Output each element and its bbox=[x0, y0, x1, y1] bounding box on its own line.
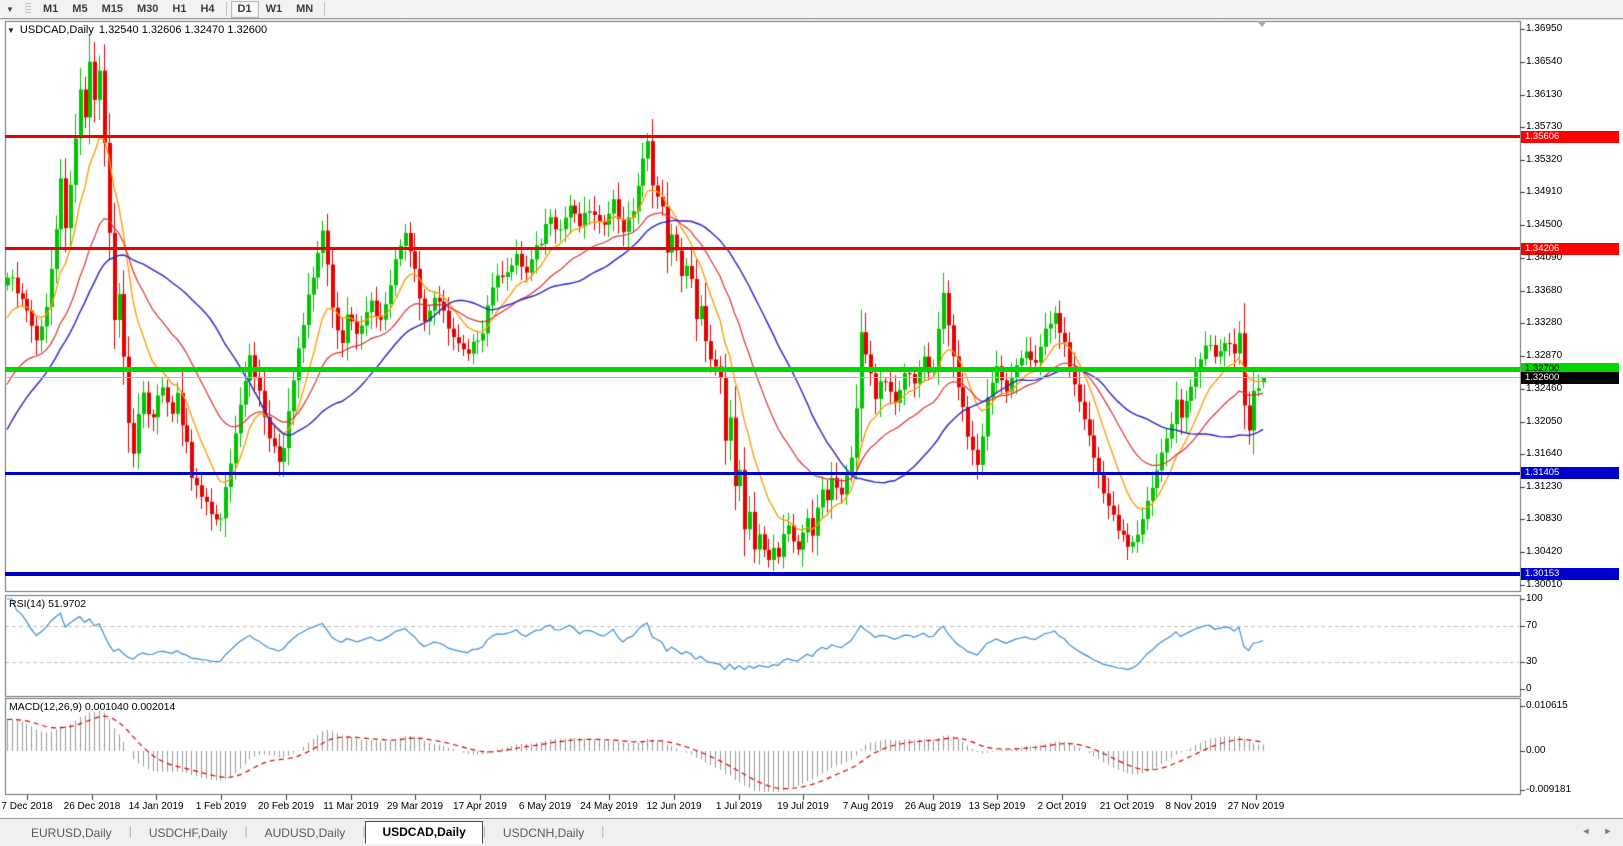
price-tick-label: 1.36130 bbox=[1526, 88, 1563, 100]
timeframe-button-w1[interactable]: W1 bbox=[265, 2, 283, 15]
price-tick-label: 1.30010 bbox=[1526, 579, 1563, 590]
timeframe-button-d1[interactable]: D1 bbox=[230, 0, 259, 18]
date-tick-label: 27 Nov 2019 bbox=[1227, 801, 1285, 812]
price-tick-label: 1.32050 bbox=[1526, 415, 1563, 427]
price-level-chip-1.35606: 1.35606 bbox=[1521, 130, 1619, 143]
tab-separator: | bbox=[128, 824, 132, 838]
tab-separator: | bbox=[244, 824, 248, 838]
timeframe-button-mn[interactable]: MN bbox=[296, 2, 314, 15]
horizontal-level-line-1.32700[interactable] bbox=[5, 366, 1520, 372]
date-tick-label: 13 Sep 2019 bbox=[968, 801, 1026, 812]
toolbar-separator bbox=[225, 2, 227, 16]
chart-symbol-label: USDCAD,Daily bbox=[19, 24, 94, 36]
date-tick-label: 19 Jul 2019 bbox=[777, 801, 829, 812]
macd-tick-label: 0.010615 bbox=[1526, 700, 1568, 712]
price-tick-label: 1.30420 bbox=[1526, 546, 1563, 558]
price-tick-label: 1.36950 bbox=[1526, 23, 1563, 34]
symbol-tab-eurusd[interactable]: EURUSD,Daily bbox=[31, 826, 112, 840]
chart-collapse-icon[interactable]: ▼ bbox=[7, 25, 15, 35]
date-tick-label: 21 Oct 2019 bbox=[1099, 801, 1155, 812]
price-tick-label: 1.33680 bbox=[1526, 284, 1563, 296]
date-tick-label: 7 Aug 2019 bbox=[842, 801, 894, 812]
price-tick-label: 1.36540 bbox=[1526, 55, 1563, 67]
date-tick-label: 8 Nov 2019 bbox=[1165, 801, 1217, 812]
price-level-chip-1.34206: 1.34206 bbox=[1521, 242, 1619, 255]
date-tick-label: 1 Jul 2019 bbox=[715, 801, 763, 812]
tab-separator: | bbox=[362, 824, 366, 838]
toolbar-dropdown-icon[interactable]: ▼ bbox=[6, 4, 14, 14]
symbol-tabbar: EURUSD,Daily | USDCHF,Daily | AUDUSD,Daily | U… bbox=[0, 818, 1623, 846]
date-tick-label: 11 Mar 2019 bbox=[323, 801, 379, 812]
price-level-chip-1.32600: 1.32600 bbox=[1521, 371, 1619, 384]
date-tick-label: 14 Jan 2019 bbox=[128, 801, 184, 812]
rsi-tick-label: 100 bbox=[1526, 593, 1543, 604]
timeframe-button-m1[interactable]: M1 bbox=[43, 2, 59, 15]
chart-ohlc-values: 1.32540 1.32606 1.32470 1.32600 bbox=[98, 24, 268, 36]
rsi-indicator-label: RSI(14) 51.9702 bbox=[9, 598, 87, 610]
date-tick-label: 20 Feb 2019 bbox=[257, 801, 315, 812]
macd-tick-label: 0.00 bbox=[1526, 745, 1546, 756]
timeframe-button-h4[interactable]: H4 bbox=[200, 2, 215, 15]
date-tick-label: 6 May 2019 bbox=[518, 801, 572, 812]
timeframe-button-h1[interactable]: H1 bbox=[172, 2, 187, 15]
toolbar-separator bbox=[324, 2, 326, 16]
symbol-tab-usdchf[interactable]: USDCHF,Daily bbox=[148, 826, 228, 840]
date-tick-label: 7 Dec 2018 bbox=[1, 801, 53, 812]
chart-shift-marker-icon[interactable] bbox=[1257, 21, 1267, 27]
horizontal-level-line-1.35606[interactable] bbox=[5, 135, 1520, 139]
price-tick-label: 1.35730 bbox=[1526, 120, 1563, 132]
macd-tick-label: -0.009181 bbox=[1526, 783, 1572, 795]
timeframe-button-m5[interactable]: M5 bbox=[72, 2, 88, 15]
horizontal-level-line-1.31405[interactable] bbox=[5, 471, 1520, 475]
tab-separator: | bbox=[482, 824, 486, 838]
macd-indicator-label: MACD(12,26,9) 0.001040 0.002014 bbox=[9, 701, 176, 713]
date-tick-label: 2 Oct 2019 bbox=[1037, 801, 1087, 812]
toolbar-grip-handle[interactable] bbox=[25, 3, 31, 15]
price-level-chip-1.30153: 1.30153 bbox=[1521, 567, 1619, 580]
symbol-tab-usdcnh[interactable]: USDCNH,Daily bbox=[502, 826, 585, 840]
price-tick-label: 1.34090 bbox=[1526, 252, 1563, 264]
chart-title: ▼ USDCAD,Daily 1.32540 1.32606 1.32470 1… bbox=[7, 24, 267, 36]
price-tick-label: 1.31230 bbox=[1526, 481, 1563, 493]
price-tick-label: 1.31640 bbox=[1526, 448, 1563, 460]
price-tick-label: 1.30830 bbox=[1526, 513, 1563, 525]
price-tick-label: 1.32870 bbox=[1526, 349, 1563, 361]
date-tick-label: 1 Feb 2019 bbox=[195, 801, 247, 812]
price-tick-label: 1.34500 bbox=[1526, 219, 1563, 231]
symbol-tab-usdcad[interactable]: USDCAD,Daily bbox=[365, 821, 483, 844]
timeframe-button-m30[interactable]: M30 bbox=[136, 2, 159, 15]
timeframe-button-m15[interactable]: M15 bbox=[101, 2, 123, 15]
date-tick-label: 24 May 2019 bbox=[580, 801, 638, 812]
rsi-tick-label: 30 bbox=[1526, 656, 1538, 667]
price-tick-label: 1.34910 bbox=[1526, 186, 1563, 198]
tab-separator: | bbox=[601, 824, 605, 838]
date-tick-label: 17 Apr 2019 bbox=[453, 801, 507, 812]
date-tick-label: 29 Mar 2019 bbox=[386, 801, 444, 812]
price-tick-label: 1.35320 bbox=[1526, 153, 1563, 165]
price-tick-label: 1.33280 bbox=[1526, 317, 1563, 329]
price-level-chip-1.31405: 1.31405 bbox=[1521, 467, 1619, 480]
timeframe-toolbar: ▼ M1 M5 M15 M30 H1 H4 D1 W1 MN bbox=[0, 0, 1623, 19]
symbol-tab-audusd[interactable]: AUDUSD,Daily bbox=[264, 826, 346, 840]
rsi-tick-label: 0 bbox=[1526, 683, 1532, 694]
horizontal-level-line-1.34206[interactable] bbox=[5, 247, 1520, 251]
tabbar-scroll-right-icon[interactable]: ► bbox=[1603, 826, 1613, 836]
price-tick-label: 1.32460 bbox=[1526, 382, 1563, 394]
date-tick-label: 12 Jun 2019 bbox=[646, 801, 702, 812]
date-tick-label: 26 Aug 2019 bbox=[904, 801, 962, 812]
horizontal-level-line-1.32600[interactable] bbox=[5, 377, 1520, 378]
rsi-tick-label: 70 bbox=[1526, 620, 1538, 631]
horizontal-level-line-1.30153[interactable] bbox=[5, 571, 1520, 576]
tabbar-scroll-left-icon[interactable]: ◄ bbox=[1581, 826, 1591, 836]
date-tick-label: 26 Dec 2018 bbox=[63, 801, 121, 812]
